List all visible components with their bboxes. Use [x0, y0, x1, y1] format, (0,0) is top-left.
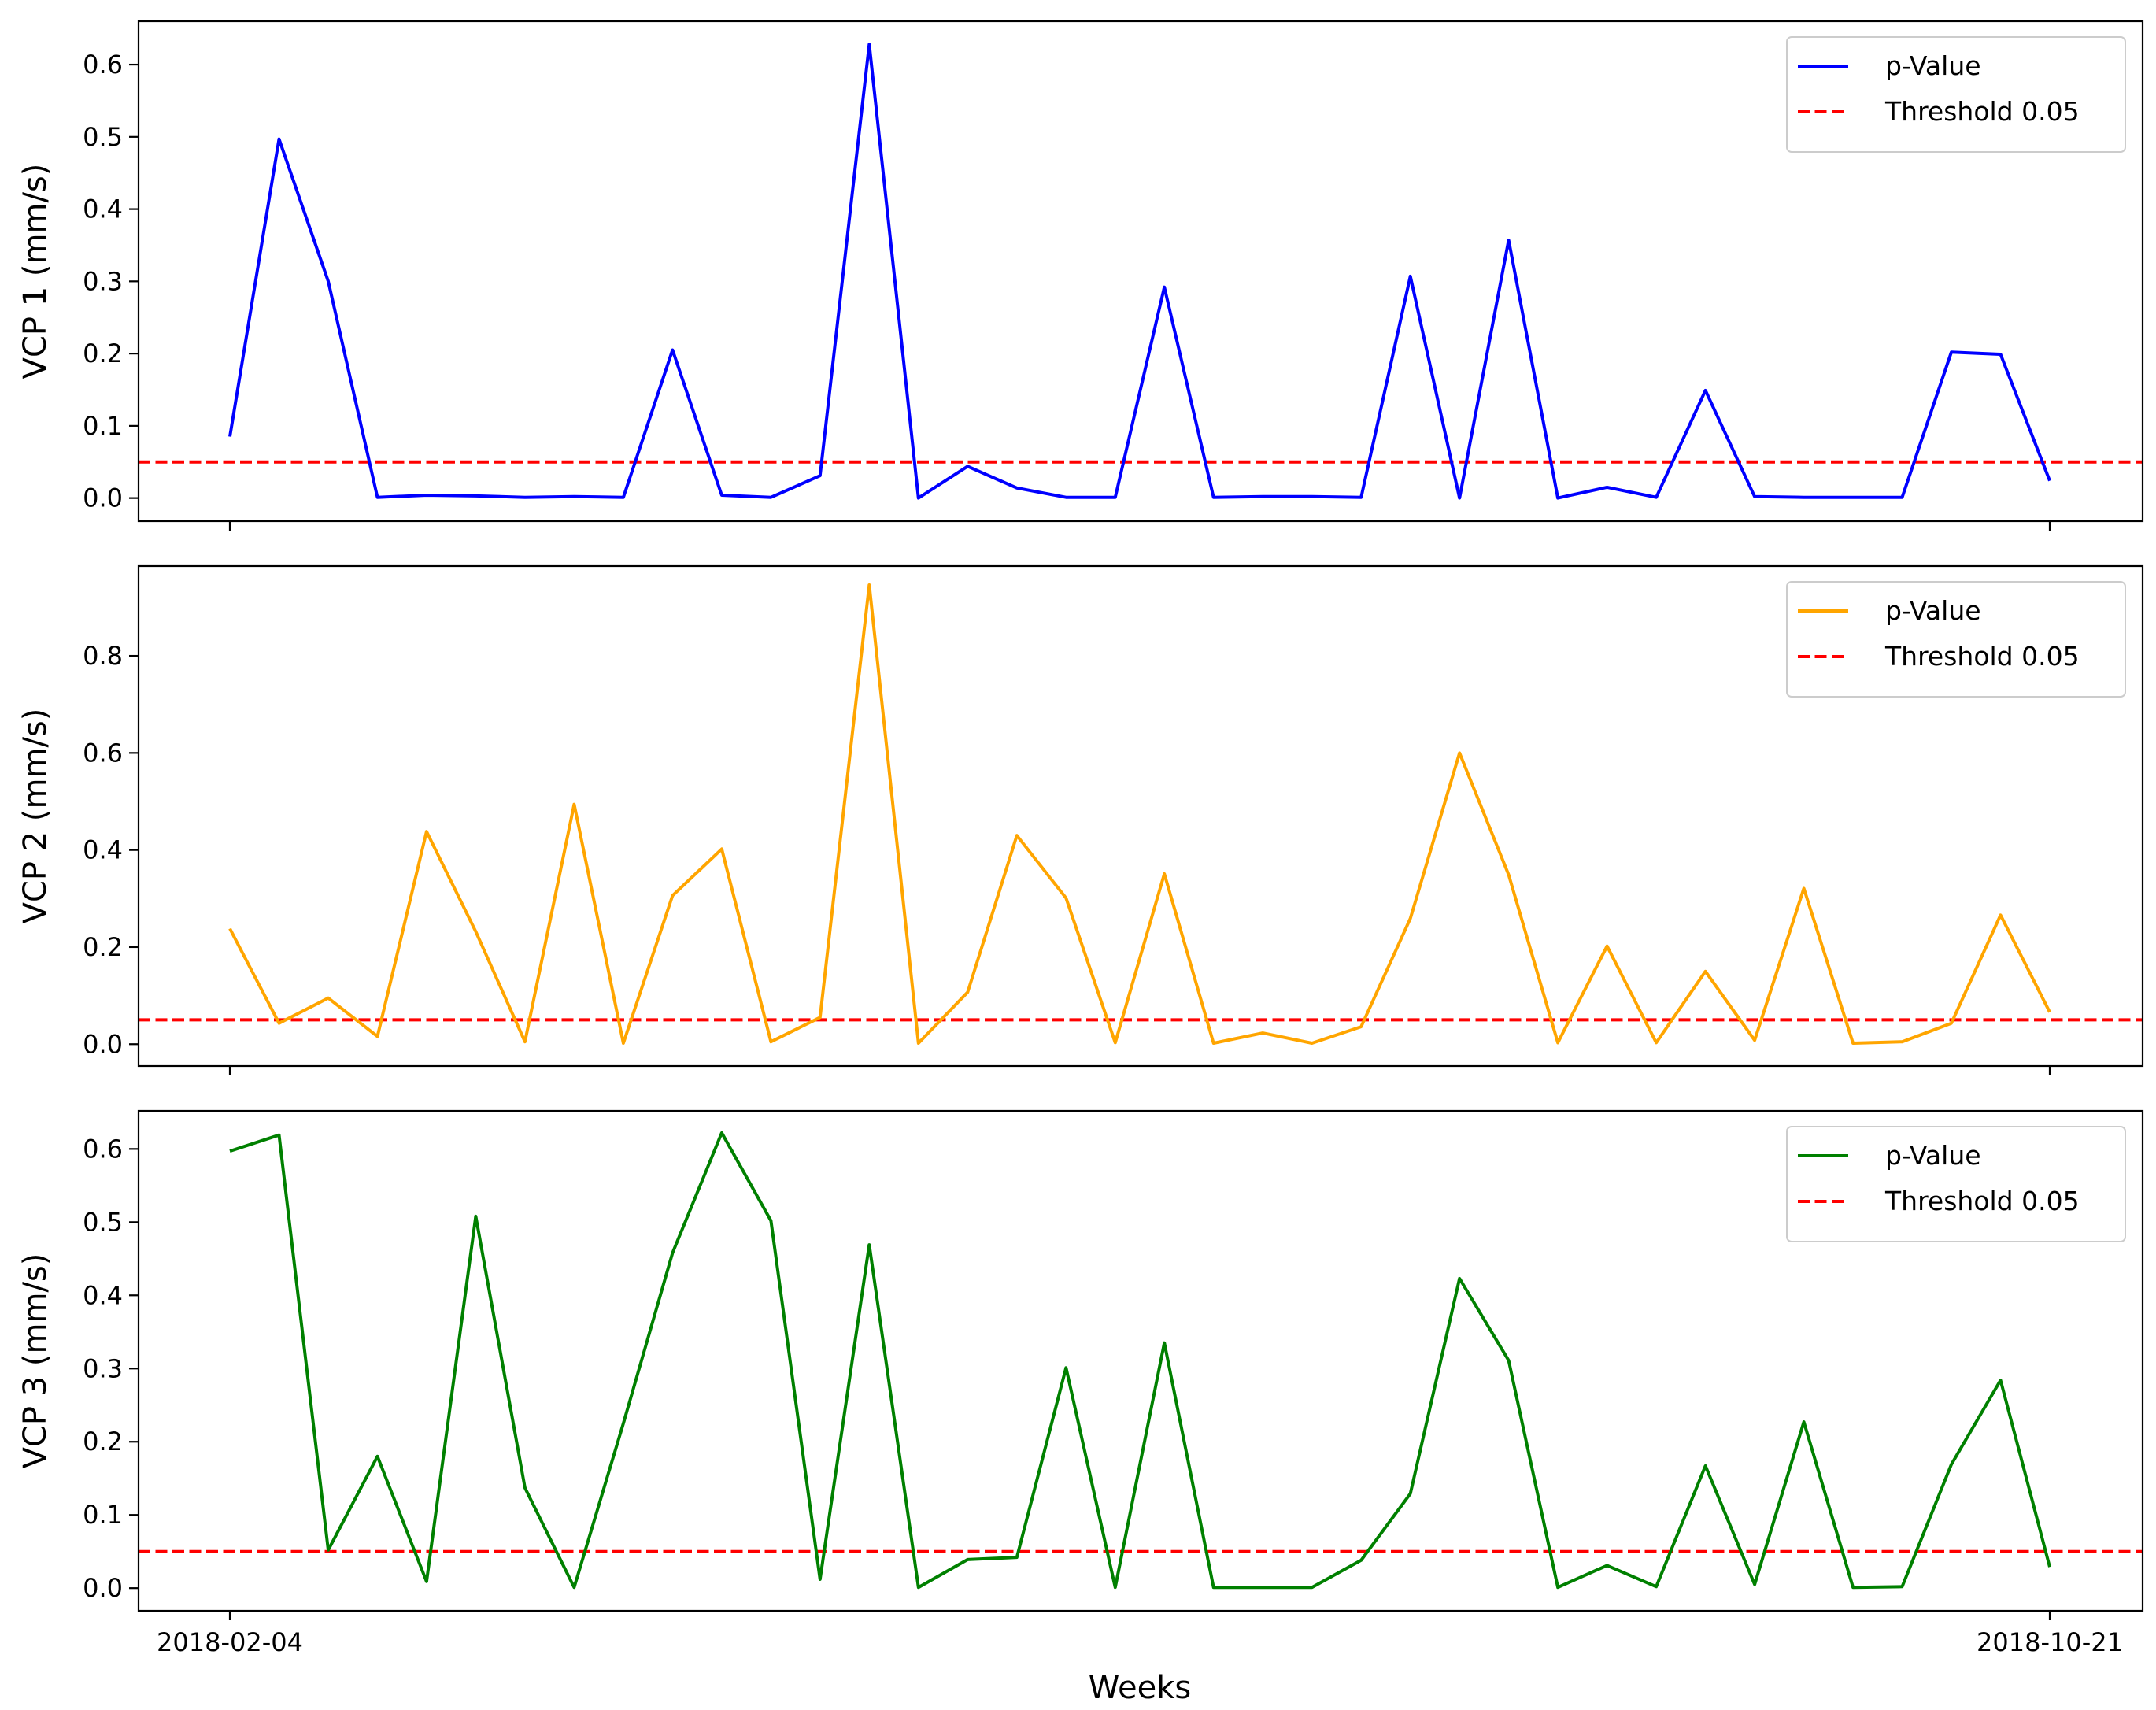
legend: p-Value Threshold 0.05: [1786, 581, 2126, 698]
legend-label: p-Value: [1885, 595, 1981, 626]
y-tick-label: 0.2: [83, 932, 123, 962]
panel-2: 0.0 0.2 0.4 0.6 0.8 VCP 2 (mm/s) p-Value Thresh…: [17, 564, 2144, 1075]
y-tick-label: 0.3: [83, 1353, 123, 1383]
p-value-line: [228, 583, 2051, 1045]
panel-3: 0.0 0.1 0.2 0.3 0.4 0.5 0.6 2018-02-04 2018-10-2…: [17, 1109, 2144, 1657]
y-tick-label: 0.2: [83, 1427, 123, 1456]
legend: p-Value Threshold 0.05: [1786, 36, 2126, 153]
x-tick-label: 2018-10-21: [1977, 1627, 2123, 1657]
legend-box: [1786, 36, 2126, 153]
y-tick-label: 0.1: [83, 411, 123, 441]
y-tick-label: 0.0: [83, 1573, 123, 1603]
y-tick-label: 0.4: [83, 835, 123, 865]
axes-frame: [137, 564, 2144, 1068]
y-tick-label: 0.2: [83, 339, 123, 368]
axes-frame: [137, 1109, 2144, 1612]
y-tick-label: 0.6: [83, 738, 123, 768]
y-axis-label: VCP 3 (mm/s): [17, 1253, 54, 1469]
legend-label: Threshold 0.05: [1884, 641, 2080, 672]
x-tick-label: 2018-02-04: [157, 1627, 303, 1657]
y-tick-label: 0.4: [83, 1280, 123, 1310]
p-value-line: [229, 1131, 2051, 1590]
legend: p-Value Threshold 0.05: [1786, 1126, 2126, 1242]
legend-box: [1786, 1126, 2126, 1242]
legend-label: Threshold 0.05: [1884, 1186, 2080, 1216]
y-tick-label: 0.0: [83, 1029, 123, 1059]
y-tick-label: 0.6: [83, 1134, 123, 1164]
y-tick-label: 0.5: [83, 1207, 123, 1237]
legend-label: p-Value: [1885, 1140, 1981, 1171]
y-axis-label: VCP 1 (mm/s): [17, 164, 54, 379]
legend-box: [1786, 581, 2126, 698]
legend-label: p-Value: [1885, 50, 1981, 81]
x-axis-label: Weeks: [1089, 1670, 1191, 1706]
axes-frame: [137, 20, 2144, 523]
y-tick-label: 0.8: [83, 641, 123, 671]
y-tick-label: 0.4: [83, 194, 123, 224]
p-value-line: [228, 43, 2051, 500]
y-tick-label: 0.5: [83, 122, 123, 152]
legend-label: Threshold 0.05: [1884, 96, 2080, 127]
y-tick-label: 0.0: [83, 483, 123, 513]
panel-1: 0.0 0.1 0.2 0.3 0.4 0.5 0.6 VCP 1 (mm/s) p-Value…: [17, 20, 2144, 531]
y-tick-label: 0.6: [83, 50, 123, 80]
y-axis-label: VCP 2 (mm/s): [17, 709, 54, 924]
y-tick-label: 0.1: [83, 1500, 123, 1530]
y-tick-label: 0.3: [83, 266, 123, 296]
